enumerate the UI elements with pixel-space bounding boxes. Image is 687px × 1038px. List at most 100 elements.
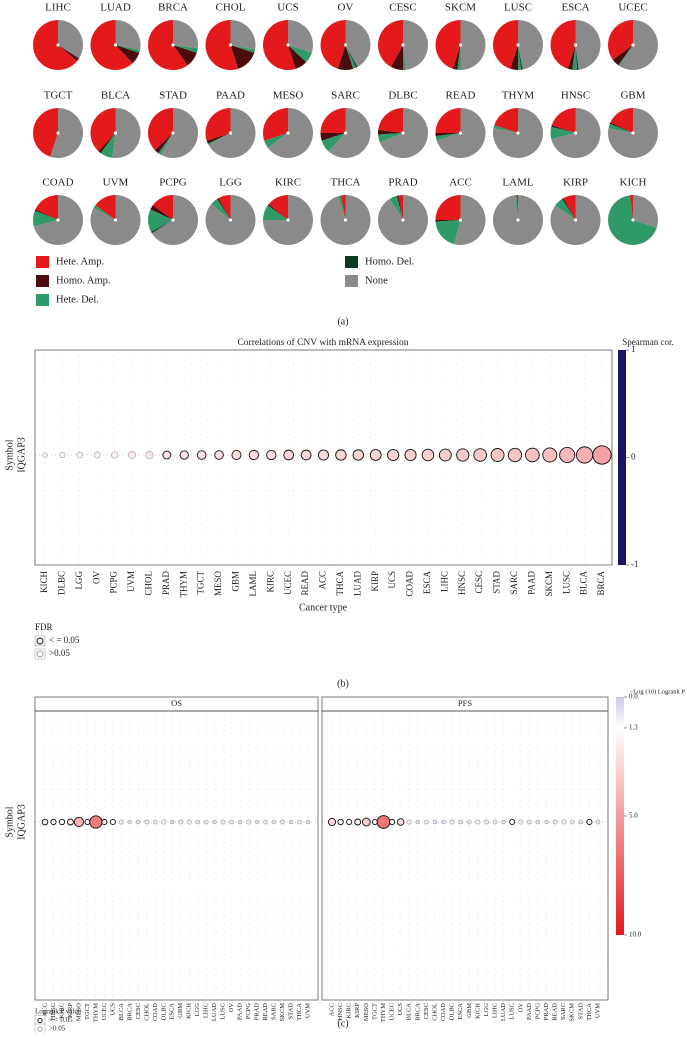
plot-frame	[34, 349, 613, 566]
pie-slice	[211, 198, 231, 220]
x-tick-label: CESC	[135, 1003, 142, 1019]
bubble	[84, 819, 91, 826]
bubble	[58, 818, 66, 826]
bubble	[458, 819, 463, 825]
x-tick-label: COAD	[152, 1003, 159, 1022]
panel-label: (c)	[337, 1018, 348, 1029]
legend-swatch	[36, 275, 49, 287]
bubble	[438, 448, 452, 462]
bubble	[441, 819, 446, 825]
pie-slice	[345, 20, 371, 67]
x-tick-label: SARC	[560, 1003, 567, 1020]
pie-label: THCA	[331, 177, 361, 189]
pie-slice	[230, 45, 255, 69]
pie-center	[228, 43, 233, 47]
pie-slice	[151, 194, 198, 245]
pie-slice	[435, 133, 461, 137]
pie-slice	[403, 45, 407, 70]
pie-center	[516, 131, 520, 135]
legend-swatch	[36, 294, 49, 306]
bubble	[231, 450, 242, 460]
pie-slice	[575, 20, 601, 70]
x-tick-label: MESO	[75, 1003, 82, 1021]
pie-slice	[435, 108, 461, 133]
x-tick-label: SKCM	[569, 1003, 576, 1022]
bubble	[552, 819, 558, 825]
bubble	[354, 818, 362, 826]
x-tick-label: MESO	[363, 1003, 370, 1021]
pie-slice	[217, 198, 231, 220]
x-tick-label: UVM	[594, 1003, 601, 1018]
x-tick-label: PCPG	[245, 1003, 252, 1020]
x-tick-label: ESCA	[169, 1003, 176, 1020]
x-tick-label: UCS	[387, 571, 397, 589]
pie-slice	[514, 195, 518, 220]
pie-slice	[230, 45, 256, 53]
pie-center	[458, 43, 463, 47]
bubble	[179, 450, 189, 460]
pie-label: LAML	[502, 177, 533, 189]
pie-slice	[205, 20, 239, 71]
pie-slice	[378, 129, 403, 135]
x-tick-label: LUSC	[220, 1003, 227, 1020]
pie-label: LGG	[219, 177, 242, 189]
bubble	[507, 447, 523, 463]
pie-slice	[377, 20, 403, 67]
pie-slice	[230, 20, 256, 50]
pie-center	[401, 218, 405, 222]
bubble	[305, 819, 311, 825]
x-tick-label: ACC	[328, 1003, 335, 1016]
pie-slice	[567, 45, 576, 70]
bubble	[388, 818, 396, 826]
x-tick-label: PCPG	[534, 1003, 541, 1020]
colorbar-title: −Log (10) Logrank P	[630, 688, 686, 695]
pie-slice	[555, 198, 576, 220]
x-tick-label: PCPG	[109, 571, 119, 594]
bubble	[432, 819, 438, 825]
x-tick-label: UCEC	[101, 1003, 108, 1020]
pie-slice	[115, 45, 141, 53]
pie-slice	[147, 108, 173, 151]
pie-center	[113, 43, 118, 47]
colorbar-tick-label: 1.3	[629, 724, 638, 732]
pie-slice	[158, 133, 173, 155]
bubble	[266, 449, 277, 461]
pie-slice	[390, 45, 403, 70]
pie-label: KIRP	[563, 177, 588, 189]
bubble	[509, 819, 516, 826]
pie-slice	[389, 195, 403, 220]
pie-label: BLCA	[101, 90, 130, 102]
pie-slice	[115, 20, 141, 50]
x-tick-label: LIHC	[203, 1003, 210, 1018]
bubble	[254, 819, 260, 825]
pie-slice	[608, 20, 633, 60]
x-tick-label: KIRC	[265, 571, 275, 593]
legend-symbol	[36, 650, 44, 658]
x-tick-label: STAD	[492, 570, 502, 593]
pie-slice	[50, 108, 84, 158]
bubble	[76, 451, 84, 459]
legend-title: Logrank P value	[35, 1008, 81, 1016]
pie-slice	[263, 205, 288, 220]
bubble	[263, 819, 268, 825]
pie-label: PCPG	[159, 177, 187, 189]
x-tick-label: GBM	[231, 571, 241, 592]
bubble	[271, 819, 277, 825]
bubble	[327, 817, 337, 827]
facet-title: PFS	[458, 698, 472, 708]
pie-slice	[205, 108, 231, 141]
plot-frame	[34, 710, 319, 1001]
x-tick-label: KICH	[39, 571, 49, 593]
pie-label: CHOL	[216, 2, 246, 14]
colorbar-tick-label: 0	[631, 452, 636, 462]
pie-slice	[288, 45, 307, 69]
pie-slice	[518, 20, 543, 70]
pie-center	[343, 218, 348, 222]
pie-slice	[629, 195, 633, 220]
pie-slice	[35, 195, 58, 220]
plot-frame	[321, 710, 609, 1001]
pie-label: KIRC	[275, 177, 301, 189]
x-tick-label: LIHC	[492, 1003, 499, 1018]
x-tick-label: THCA	[296, 1003, 303, 1021]
bubble	[586, 818, 593, 826]
